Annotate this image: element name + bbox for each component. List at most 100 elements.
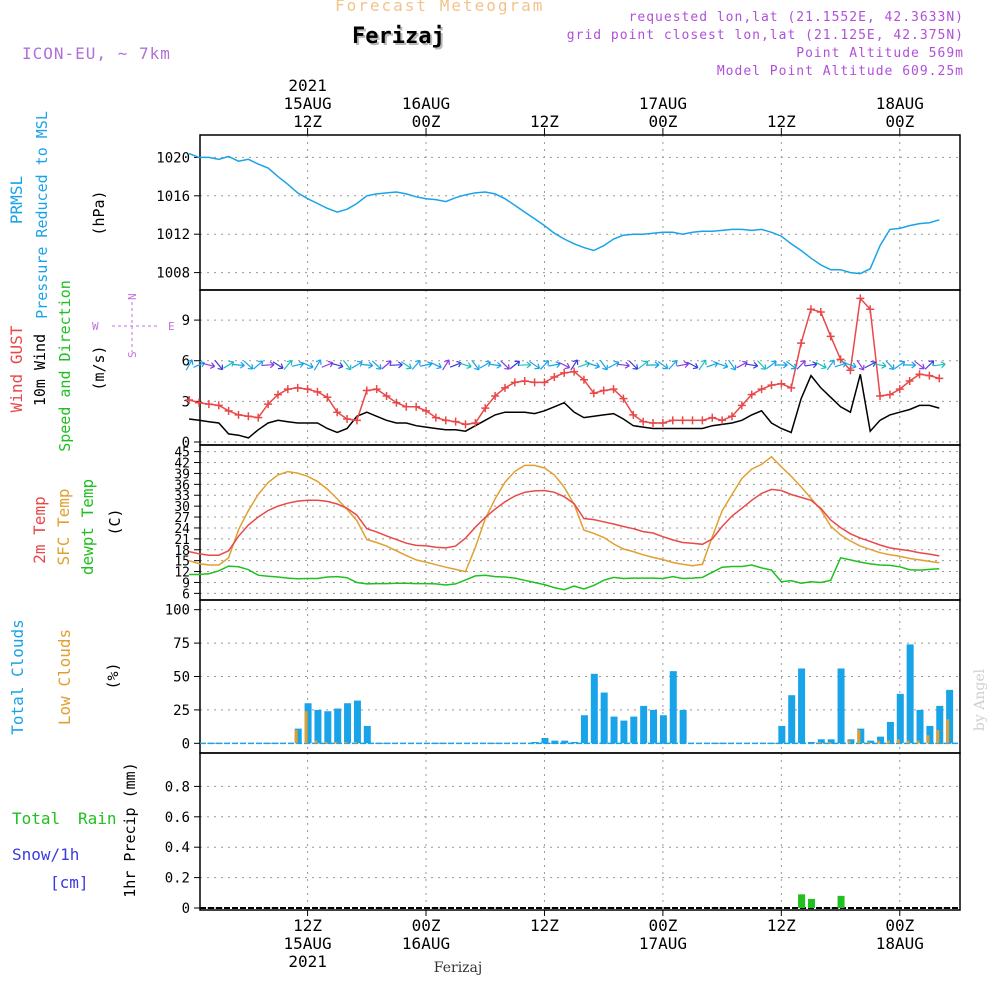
gust-marker (273, 390, 282, 399)
low-cloud-bar (817, 741, 821, 744)
wind-direction-arrow (291, 361, 305, 368)
low-cloud-bar (847, 740, 851, 744)
y-tick-label: 0.6 (165, 810, 190, 826)
gust-marker (431, 413, 440, 422)
wind-direction-arrow (390, 361, 403, 369)
gust-marker (530, 378, 539, 387)
gust-line (188, 296, 940, 426)
wind-direction-arrow (283, 359, 293, 370)
low-cloud-bar (334, 741, 338, 744)
y-tick-label: 27 (174, 511, 190, 526)
gust-marker (303, 385, 312, 394)
wind-direction-arrow (540, 359, 550, 370)
wind-direction-arrow (924, 360, 935, 370)
y-tick-label: 0.4 (165, 840, 190, 856)
bottom-hour-label: 12Z (530, 916, 559, 935)
wind-direction-arrow (745, 361, 759, 369)
total-cloud-bar (837, 668, 845, 744)
grid-point-label: grid point closest lon,lat (21.125E, 42.… (566, 28, 964, 43)
gust-marker (323, 393, 332, 402)
gust-marker (757, 385, 766, 394)
y-tick-label: 33 (174, 489, 190, 504)
low-cloud-bar (857, 729, 861, 744)
y-tick-label: 3 (182, 394, 190, 410)
y-tick-label: 21 (174, 533, 190, 548)
panel-pressure: 1008 1012 1016 1020 (156, 134, 961, 291)
model-label: ICON-EU, ~ 7km (22, 44, 171, 63)
gust-marker (658, 419, 667, 428)
compass-e: E (168, 320, 175, 333)
low-cloud-bar (896, 739, 900, 744)
gust-marker (500, 383, 509, 392)
requested-point-label: requested lon,lat (21.1552E, 42.3633N) (628, 10, 964, 25)
total-cloud-bar (590, 673, 598, 744)
y-tick-label: 100 (165, 603, 190, 619)
total-cloud-bar (353, 700, 361, 744)
gust-marker (747, 390, 756, 399)
wind-direction-arrow (548, 361, 561, 368)
dewpoint-line (189, 556, 940, 591)
gust-marker (402, 402, 411, 411)
gust-marker (866, 305, 875, 314)
wind-direction-arrow (301, 362, 314, 370)
total-cloud-bar (946, 689, 954, 744)
low-cloud-bar (353, 741, 357, 744)
total-cloud-bar (600, 692, 608, 744)
top-hour-label: 00Z (412, 112, 441, 131)
gust-marker (283, 385, 292, 394)
gust-marker (313, 387, 322, 396)
gust-marker (234, 410, 243, 419)
gust-marker (372, 385, 381, 394)
precip-snow-label: Snow/1h (12, 845, 79, 864)
wind-direction-arrow (804, 361, 818, 369)
rain-bar (807, 898, 815, 908)
wind-direction-arrow (558, 361, 571, 370)
low-cloud-bar (324, 741, 328, 744)
wind-direction-label: Speed and Direction (56, 280, 74, 452)
total-cloud-bar (580, 715, 588, 744)
wind-direction-arrow (430, 361, 442, 370)
precip-rain-label: Rain (78, 809, 117, 828)
total-cloud-bar (926, 725, 934, 744)
top-hour-label: 00Z (885, 112, 914, 131)
y-tick-label: 0 (182, 736, 190, 752)
wind-direction-arrow (815, 361, 827, 370)
low-cloud-bar (304, 711, 308, 744)
gust-marker (797, 339, 806, 348)
top-hour-label: 00Z (648, 112, 677, 131)
total-cloud-bar (857, 728, 865, 744)
gust-marker (885, 390, 894, 399)
y-tick-label: 18 (174, 544, 190, 559)
y-tick-label: 39 (174, 467, 190, 482)
total-cloud-bar (304, 703, 312, 744)
total-cloud-bar (541, 737, 549, 744)
wind-direction-arrow (587, 362, 601, 370)
wind-direction-arrow (313, 359, 322, 371)
gust-marker (352, 416, 361, 425)
gust-marker (224, 406, 233, 415)
credit-watermark: by Angel (972, 668, 988, 731)
gust-marker (698, 416, 707, 425)
location-title: Ferizaj (352, 24, 445, 49)
panel-frame (199, 289, 961, 446)
wind-direction-arrow (489, 361, 502, 369)
wind-direction-arrow (232, 361, 245, 369)
precip-unit-label: 1hr Precip (mm) (121, 762, 139, 897)
gust-marker (895, 385, 904, 394)
gust-marker (579, 375, 588, 384)
bottom-hour-label: 12Z (293, 916, 322, 935)
gust-marker (471, 419, 480, 428)
total-cloud-bar (363, 725, 371, 744)
gust-marker (708, 413, 717, 422)
total-cloud-bar (906, 644, 914, 744)
pressure-label-msl: Pressure Reduced to MSL (33, 111, 51, 319)
bottom-hour-label: 12Z (767, 916, 796, 935)
gust-marker (619, 394, 628, 403)
footer-location: Ferizaj (434, 960, 482, 976)
wind-direction-arrow (599, 359, 608, 371)
wind-direction-arrow (400, 361, 412, 370)
gust-marker (392, 398, 401, 407)
gust-marker (293, 383, 302, 392)
total-cloud-bar (324, 711, 332, 744)
wind-direction-arrow (617, 361, 630, 369)
